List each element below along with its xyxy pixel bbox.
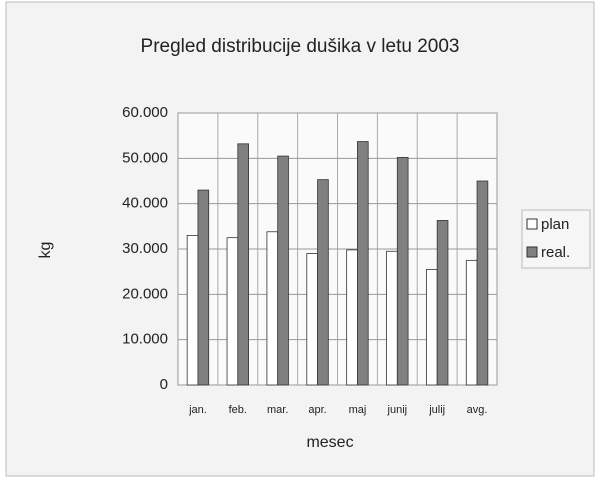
bar — [266, 231, 279, 386]
x-tick-label: jan. — [188, 404, 207, 416]
bar — [476, 180, 489, 386]
bar — [306, 253, 318, 386]
chart-title: Pregled distribucije dušika v letu 2003 — [141, 36, 460, 57]
y-axis-label: kg — [37, 242, 54, 259]
bar — [186, 234, 199, 386]
x-tick-label: maj — [349, 404, 367, 416]
x-tick-label: avg. — [467, 404, 488, 416]
bar — [357, 141, 369, 386]
bar — [346, 249, 358, 386]
x-tick-label: feb. — [229, 404, 247, 416]
legend-label: real. — [541, 244, 570, 261]
bar — [277, 155, 289, 386]
y-tick-label: 60.000 — [122, 104, 168, 121]
y-tick-label: 50.000 — [122, 149, 168, 166]
y-tick-label: 40.000 — [122, 195, 168, 212]
y-tick-label: 20.000 — [122, 285, 168, 302]
x-axis-label: mesec — [306, 434, 353, 451]
x-tick-label: junij — [387, 404, 408, 416]
legend-label: plan — [541, 216, 569, 233]
x-tick-label: apr. — [308, 404, 326, 416]
legend-swatch — [526, 246, 538, 258]
bar — [436, 220, 449, 386]
x-tick-label: mar. — [267, 404, 288, 416]
legend-swatch — [526, 218, 538, 230]
x-tick-label: julij — [428, 404, 445, 416]
bar — [197, 189, 210, 386]
bar — [226, 237, 239, 386]
bar — [237, 143, 249, 386]
y-tick-label: 10.000 — [122, 331, 168, 348]
bar — [465, 259, 478, 386]
bar — [396, 157, 409, 386]
bar — [426, 268, 438, 386]
bar — [317, 179, 329, 386]
bar — [386, 250, 398, 386]
y-tick-label: 0 — [160, 376, 168, 393]
y-tick-label: 30.000 — [122, 240, 168, 257]
